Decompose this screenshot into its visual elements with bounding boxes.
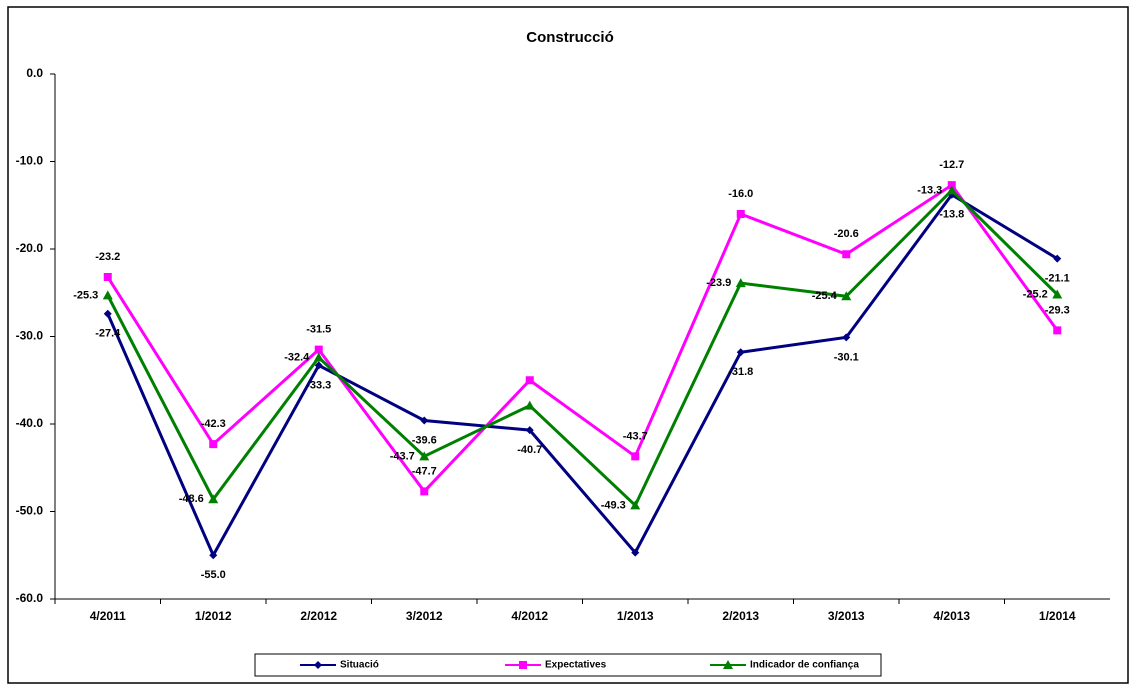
marker [735, 278, 746, 288]
data-label: -55.0 [201, 569, 226, 581]
x-tick-label: 1/2013 [617, 609, 654, 623]
data-label: -43.7 [623, 430, 648, 442]
marker [208, 494, 219, 504]
data-label: -33.3 [306, 379, 331, 391]
marker [947, 181, 956, 190]
marker [736, 348, 745, 357]
marker [314, 345, 323, 354]
marker [313, 352, 324, 362]
chart-title: Construcció [526, 29, 614, 46]
data-label: -25.2 [1023, 288, 1048, 300]
marker [946, 185, 957, 195]
x-tick-label: 4/2011 [90, 609, 126, 623]
series-line [106, 192, 1059, 559]
x-tick-label: 1/2014 [1039, 609, 1076, 623]
marker [103, 273, 112, 281]
marker [525, 426, 534, 435]
data-label: -12.7 [939, 159, 964, 171]
data-label: -27.4 [95, 328, 121, 340]
data-label: -32.4 [284, 351, 310, 363]
marker [1053, 326, 1062, 335]
marker [631, 452, 640, 461]
marker [102, 290, 113, 300]
marker [736, 210, 745, 218]
data-label: -31.8 [728, 366, 753, 378]
marker [209, 440, 218, 449]
data-label: -47.7 [412, 465, 437, 477]
data-label: -23.9 [706, 277, 731, 289]
x-tick-label: 2/2012 [300, 609, 337, 623]
marker [842, 250, 851, 259]
x-tick-label: 1/2012 [195, 609, 232, 623]
y-tick-label: -50.0 [16, 504, 44, 518]
marker [842, 333, 851, 342]
marker [841, 291, 852, 301]
legend-label: Indicador de confiança [750, 660, 859, 671]
legend-label: Expectatives [545, 660, 607, 671]
x-tick-label: 4/2012 [511, 609, 548, 623]
data-label: -42.3 [201, 418, 226, 430]
data-label: -30.1 [834, 351, 859, 363]
marker [1052, 289, 1063, 299]
data-label: -43.7 [390, 450, 415, 462]
legend-box [254, 653, 882, 677]
data-label: -49.3 [601, 499, 626, 511]
marker [314, 661, 322, 669]
series-line [106, 183, 1059, 494]
marker [209, 551, 218, 560]
data-label: -48.6 [179, 493, 204, 505]
marker [1053, 254, 1062, 263]
x-tick-label: 2/2013 [722, 609, 759, 623]
marker [314, 361, 323, 370]
marker [419, 451, 430, 461]
data-label: -25.4 [812, 290, 838, 302]
x-tick-label: 4/2013 [933, 609, 970, 623]
marker [420, 416, 429, 425]
data-label: -16.0 [728, 188, 753, 200]
marker [525, 376, 534, 385]
chart-frame [7, 6, 1129, 684]
data-label: -20.6 [834, 228, 859, 240]
y-tick-label: -60.0 [16, 591, 44, 605]
data-label: -25.3 [73, 289, 98, 301]
marker [631, 548, 640, 557]
y-tick-label: -20.0 [16, 241, 44, 255]
x-tick-label: 3/2013 [828, 609, 865, 623]
x-tick-label: 3/2012 [406, 609, 443, 623]
data-label: -40.7 [517, 444, 542, 456]
legend-label: Situació [340, 660, 379, 671]
marker [420, 487, 429, 496]
marker [723, 660, 733, 669]
data-label: -13.8 [939, 209, 964, 221]
y-tick-label: -30.0 [16, 329, 44, 343]
marker [524, 400, 535, 410]
data-label: -23.2 [95, 251, 120, 263]
marker [519, 661, 527, 669]
marker [103, 309, 112, 318]
y-tick-label: -40.0 [16, 416, 44, 430]
series-line [106, 188, 1059, 508]
data-label: -13.3 [917, 184, 942, 196]
data-label: -21.1 [1045, 273, 1070, 285]
data-label: -31.5 [306, 324, 331, 336]
data-label: -39.6 [412, 434, 437, 446]
marker [630, 500, 641, 510]
data-label: -29.3 [1045, 304, 1070, 316]
y-tick-label: 0.0 [26, 66, 43, 80]
y-tick-label: -10.0 [16, 154, 44, 168]
